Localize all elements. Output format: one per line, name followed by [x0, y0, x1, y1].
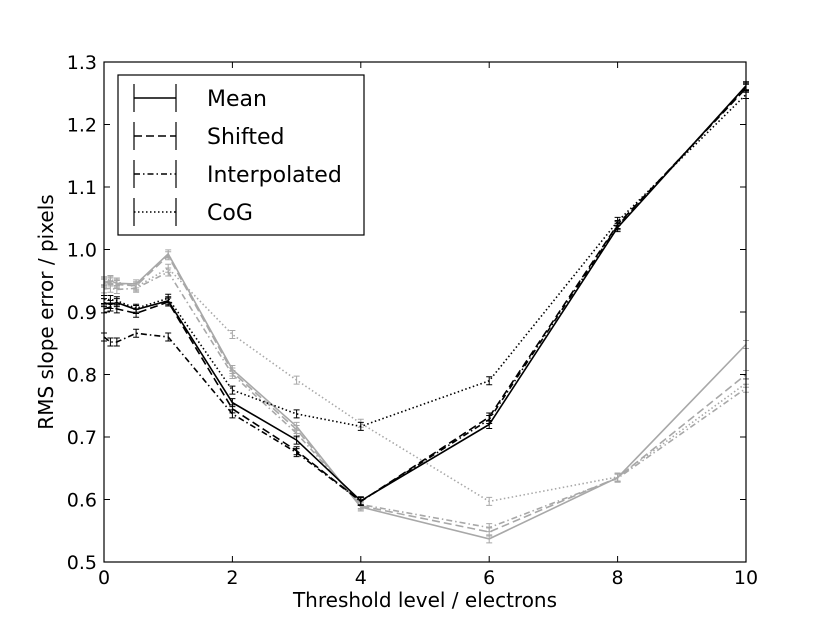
error-bar — [229, 409, 236, 419]
error-bar — [293, 435, 300, 445]
y-tick-label: 0.8 — [67, 365, 97, 387]
series-line-shifted-black — [103, 87, 747, 503]
error-bar — [133, 282, 140, 292]
y-axis-label: RMS slope error / pixels — [34, 194, 58, 429]
error-bar — [293, 409, 300, 419]
legend: Mean Shifted Interpolated CoG — [117, 74, 365, 236]
y-tick-label: 0.5 — [67, 552, 97, 574]
error-bar — [133, 303, 140, 313]
error-bar — [165, 251, 172, 261]
error-bar — [357, 421, 364, 431]
error-bar — [486, 376, 493, 386]
error-bar — [107, 295, 114, 304]
error-bar — [357, 496, 364, 506]
legend-box — [117, 74, 365, 236]
error-bar — [165, 332, 172, 342]
legend-sample-shifted — [133, 122, 177, 150]
x-tick-label: 2 — [226, 567, 238, 589]
error-bar — [113, 277, 120, 287]
error-bar — [229, 385, 236, 395]
error-bar — [614, 472, 621, 482]
x-tick-label: 4 — [355, 567, 367, 589]
error-bar — [614, 216, 621, 226]
error-bar — [293, 375, 300, 385]
series-line-mean-grey — [103, 252, 747, 540]
y-tick-label: 1.3 — [67, 52, 97, 74]
x-axis-label: Threshold level / electrons — [292, 588, 557, 612]
series-line-cog-grey — [103, 267, 747, 503]
x-tick-label: 0 — [98, 567, 110, 589]
y-tick-label: 0.9 — [67, 302, 97, 324]
legend-sample-mean — [133, 84, 177, 112]
error-bar — [486, 496, 493, 506]
y-tick-label: 1.0 — [67, 240, 97, 262]
plot-series — [101, 81, 749, 544]
error-bar — [113, 337, 120, 347]
y-tick-label: 1.2 — [67, 115, 97, 137]
x-tick-label: 8 — [612, 567, 624, 589]
legend-sample-interpolated — [133, 160, 177, 188]
y-tick-label: 0.6 — [67, 490, 97, 512]
y-tick-label: 1.1 — [67, 177, 97, 199]
error-bar — [229, 330, 236, 339]
error-bar — [165, 263, 172, 273]
x-tick-label: 6 — [483, 567, 495, 589]
error-bar — [107, 337, 114, 347]
series-line-shifted-grey — [103, 254, 747, 533]
error-bar — [486, 415, 493, 424]
legend-label-mean: Mean — [207, 87, 267, 112]
x-tick-label: 10 — [734, 567, 758, 589]
error-bar — [133, 328, 140, 338]
axes: 0 2 4 6 8 10 0.5 0.6 0.7 0.8 0.9 1.0 1.1 1.2 1.3 — [67, 52, 758, 589]
legend-sample-cog — [133, 198, 177, 226]
legend-label-cog: CoG — [207, 201, 253, 226]
legend-label-shifted: Shifted — [207, 125, 285, 150]
y-tick-label: 0.7 — [67, 427, 97, 449]
error-bar — [229, 370, 236, 379]
error-bar — [107, 275, 114, 284]
legend-label-interpolated: Interpolated — [207, 163, 342, 188]
error-bar — [165, 293, 172, 303]
error-bar — [293, 448, 300, 458]
error-bar — [113, 296, 120, 306]
series-line-interpolated-black — [103, 86, 747, 503]
error-bar — [107, 283, 114, 293]
error-bar — [486, 523, 493, 533]
